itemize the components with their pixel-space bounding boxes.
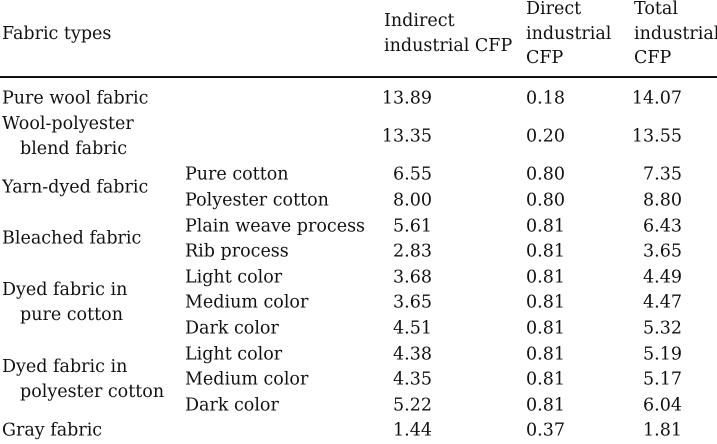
header-cell: Direct industrial CFP bbox=[526, 0, 612, 68]
value-cell: 4.49 bbox=[643, 267, 682, 288]
fabric-cell: Wool-polyester blend fabric bbox=[2, 114, 134, 160]
value-cell: 0.37 bbox=[526, 420, 565, 441]
subtype-cell: Pure cotton bbox=[185, 164, 289, 185]
value-cell: 5.17 bbox=[643, 369, 682, 390]
header-cell: Total industrial CFP bbox=[634, 0, 717, 68]
value-cell: 5.19 bbox=[643, 344, 682, 365]
subtype-cell: Dark color bbox=[185, 395, 279, 416]
subtype-cell: Medium color bbox=[185, 369, 309, 390]
value-cell: 4.38 bbox=[393, 344, 432, 365]
value-cell: 0.20 bbox=[526, 126, 565, 147]
subtype-cell: Rib process bbox=[185, 241, 289, 262]
value-cell: 6.55 bbox=[393, 164, 432, 185]
subtype-cell: Dark color bbox=[185, 318, 279, 339]
value-cell: 13.55 bbox=[631, 126, 682, 147]
subtype-cell: Light color bbox=[185, 267, 283, 288]
value-cell: 3.65 bbox=[643, 241, 682, 262]
fabric-cell: Dyed fabric in polyester cotton bbox=[2, 357, 165, 403]
value-cell: 14.07 bbox=[631, 88, 682, 109]
header-cell: Fabric types bbox=[2, 24, 112, 44]
value-cell: 2.83 bbox=[393, 241, 432, 262]
value-cell: 4.51 bbox=[393, 318, 432, 339]
header-cell: Indirect industrial CFP bbox=[384, 11, 513, 56]
value-cell: 0.81 bbox=[526, 318, 565, 339]
value-cell: 7.35 bbox=[643, 164, 682, 185]
fabric-cell: Gray fabric bbox=[2, 420, 103, 441]
value-cell: 5.32 bbox=[643, 318, 682, 339]
value-cell: 1.81 bbox=[643, 420, 682, 441]
value-cell: 3.65 bbox=[393, 292, 432, 313]
value-cell: 0.81 bbox=[526, 292, 565, 313]
fabric-cell: Bleached fabric bbox=[2, 228, 142, 249]
value-cell: 0.81 bbox=[526, 369, 565, 390]
subtype-cell: Medium color bbox=[185, 292, 309, 313]
value-cell: 3.68 bbox=[393, 267, 432, 288]
fabric-cell: Dyed fabric in pure cotton bbox=[2, 280, 128, 326]
value-cell: 5.61 bbox=[393, 216, 432, 237]
value-cell: 0.80 bbox=[526, 164, 565, 185]
value-cell: 4.35 bbox=[393, 369, 432, 390]
value-cell: 6.43 bbox=[643, 216, 682, 237]
value-cell: 4.47 bbox=[643, 292, 682, 313]
value-cell: 13.89 bbox=[381, 88, 432, 109]
value-cell: 8.80 bbox=[643, 190, 682, 211]
value-cell: 0.18 bbox=[526, 88, 565, 109]
value-cell: 0.81 bbox=[526, 344, 565, 365]
value-cell: 1.44 bbox=[393, 420, 432, 441]
subtype-cell: Plain weave process bbox=[185, 216, 366, 237]
value-cell: 6.04 bbox=[643, 395, 682, 416]
value-cell: 0.81 bbox=[526, 241, 565, 262]
value-cell: 5.22 bbox=[393, 395, 432, 416]
value-cell: 13.35 bbox=[381, 126, 432, 147]
subtype-cell: Polyester cotton bbox=[185, 190, 329, 211]
value-cell: 0.81 bbox=[526, 267, 565, 288]
header-rule bbox=[0, 76, 717, 78]
value-cell: 8.00 bbox=[393, 190, 432, 211]
value-cell: 0.81 bbox=[526, 395, 565, 416]
value-cell: 0.81 bbox=[526, 216, 565, 237]
subtype-cell: Light color bbox=[185, 344, 283, 365]
fabric-cell: Yarn-dyed fabric bbox=[2, 177, 149, 198]
fabric-cell: Pure wool fabric bbox=[2, 88, 149, 109]
value-cell: 0.80 bbox=[526, 190, 565, 211]
